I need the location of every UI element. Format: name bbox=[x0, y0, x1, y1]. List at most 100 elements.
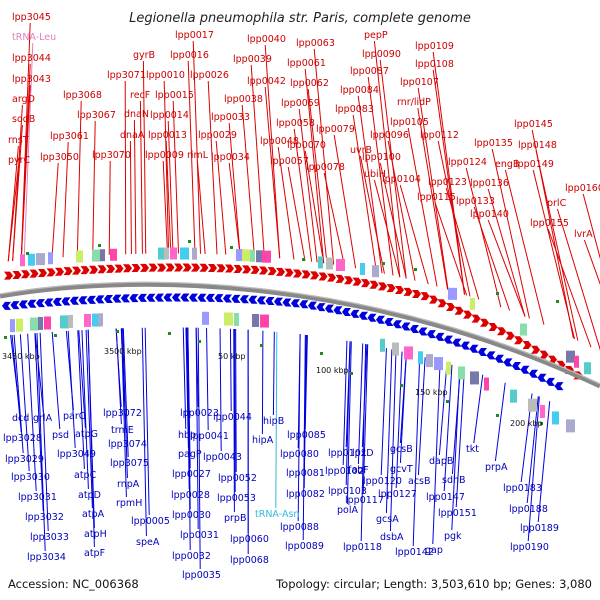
forward-gene-arrow bbox=[293, 269, 302, 278]
reverse-gene-arrow bbox=[367, 313, 377, 322]
leader-line bbox=[412, 355, 421, 547]
reverse-gene-arrow bbox=[393, 320, 402, 329]
forward-gene-arrow bbox=[437, 299, 447, 308]
leader-line bbox=[399, 352, 407, 464]
gene-label: grlA bbox=[33, 413, 53, 424]
gene-label: tkt bbox=[466, 444, 479, 455]
gene-label: atpA bbox=[82, 509, 105, 520]
forward-gene-arrow bbox=[259, 266, 268, 275]
leader-line bbox=[162, 160, 169, 254]
gene-label: atpF bbox=[84, 548, 105, 559]
gene-label: lpp0124 bbox=[448, 157, 487, 168]
leader-line bbox=[215, 140, 227, 255]
leader-line bbox=[67, 330, 76, 449]
leader-line bbox=[144, 327, 150, 516]
leader-line bbox=[487, 219, 526, 317]
leader-line bbox=[373, 40, 401, 278]
reverse-gene-arrow bbox=[36, 299, 45, 308]
leader-line bbox=[547, 228, 592, 348]
gene-label: psd bbox=[52, 430, 69, 441]
gene-label: pepP bbox=[364, 30, 388, 41]
leader-line bbox=[234, 328, 236, 493]
gene-label: lpp0057 bbox=[270, 156, 309, 167]
leader-line bbox=[362, 344, 369, 495]
gene-label: pgk bbox=[444, 531, 462, 542]
feature-block bbox=[426, 354, 433, 368]
gene-label: rimL bbox=[187, 150, 209, 161]
reverse-gene-arrow bbox=[401, 322, 411, 331]
feature-block bbox=[234, 312, 239, 326]
reverse-gene-arrow bbox=[546, 377, 555, 386]
reverse-gene-arrow bbox=[155, 293, 164, 302]
forward-gene-arrow bbox=[242, 265, 251, 274]
gene-label: lpp0085 bbox=[287, 430, 326, 441]
gene-label: lpp0087 bbox=[350, 66, 389, 77]
gene-label: tRNA-Asn bbox=[255, 509, 299, 520]
leader-line bbox=[139, 100, 143, 254]
forward-gene-arrows bbox=[4, 263, 583, 380]
reverse-feature-band bbox=[4, 311, 575, 433]
forward-gene-arrow bbox=[106, 264, 115, 273]
leader-line bbox=[122, 328, 129, 458]
leader-line bbox=[78, 330, 86, 429]
reverse-gene-arrow bbox=[469, 344, 479, 353]
leader-line bbox=[526, 396, 539, 504]
gene-label: lpp0070 bbox=[287, 140, 326, 151]
gene-label: lpp0102 bbox=[325, 466, 364, 477]
leader-line bbox=[36, 332, 46, 552]
leader-line bbox=[27, 333, 37, 492]
leader-line bbox=[228, 122, 241, 256]
gene-label: trmE bbox=[111, 425, 134, 436]
genome-backbone bbox=[0, 281, 600, 389]
feature-block bbox=[540, 404, 545, 418]
reverse-gene-arrow bbox=[333, 306, 343, 315]
gene-label: lpp0026 bbox=[190, 70, 229, 81]
gene-label: lpp0115 bbox=[417, 192, 456, 203]
forward-gene-arrow bbox=[327, 273, 336, 282]
forward-gene-arrow bbox=[395, 285, 404, 294]
feature-block bbox=[520, 323, 527, 336]
reverse-gene-arrow bbox=[129, 294, 139, 303]
forward-gene-arrow bbox=[412, 289, 421, 298]
reverse-gene-arrow bbox=[325, 304, 334, 313]
gene-label: atpG bbox=[75, 429, 98, 440]
gene-label: lpp0127 bbox=[378, 489, 417, 500]
gene-label: lpp0081 bbox=[286, 468, 325, 479]
marker-dot bbox=[98, 244, 101, 247]
gene-label: lpp3061 bbox=[50, 131, 89, 142]
leader-line bbox=[23, 42, 34, 261]
leader-line bbox=[51, 331, 61, 430]
gene-label: lpp0014 bbox=[150, 110, 189, 121]
forward-gene-arrow bbox=[310, 271, 319, 280]
reverse-gene-arrow bbox=[461, 341, 470, 350]
scale-ticks: 3450 kbp 3500 kbp 50 kbp 100 kbp 150 kbp… bbox=[2, 347, 543, 428]
gene-label: rnpA bbox=[117, 479, 140, 490]
gene-label: lpp0189 bbox=[520, 523, 559, 534]
feature-block bbox=[242, 249, 251, 262]
gene-label: dnaN bbox=[124, 109, 149, 120]
gene-label: lpp0016 bbox=[170, 50, 209, 61]
reverse-gene-arrow bbox=[384, 317, 394, 326]
gene-label: lpp0035 bbox=[182, 570, 221, 581]
reverse-gene-arrow bbox=[70, 296, 79, 305]
leader-line bbox=[359, 155, 385, 274]
forward-gene-arrow bbox=[131, 264, 141, 273]
reverse-gene-leaders bbox=[10, 327, 551, 570]
feature-block bbox=[392, 342, 399, 356]
marker-dot bbox=[496, 414, 499, 417]
leader-line bbox=[304, 150, 325, 264]
forward-gene-arrow bbox=[123, 264, 132, 273]
forward-gene-arrow bbox=[522, 340, 532, 349]
gene-label: hipA bbox=[252, 435, 274, 446]
leader-line bbox=[360, 343, 367, 542]
leader-line bbox=[182, 327, 187, 430]
gene-label: lpp0104 bbox=[382, 174, 421, 185]
forward-gene-arrow bbox=[344, 276, 353, 285]
leader-line bbox=[473, 206, 511, 311]
forward-gene-arrow bbox=[429, 295, 438, 304]
gene-label: pyrC bbox=[8, 155, 31, 166]
leader-line bbox=[20, 84, 31, 261]
leader-line bbox=[387, 140, 416, 281]
gene-label: lpp0078 bbox=[306, 162, 345, 173]
leader-line bbox=[417, 107, 449, 290]
